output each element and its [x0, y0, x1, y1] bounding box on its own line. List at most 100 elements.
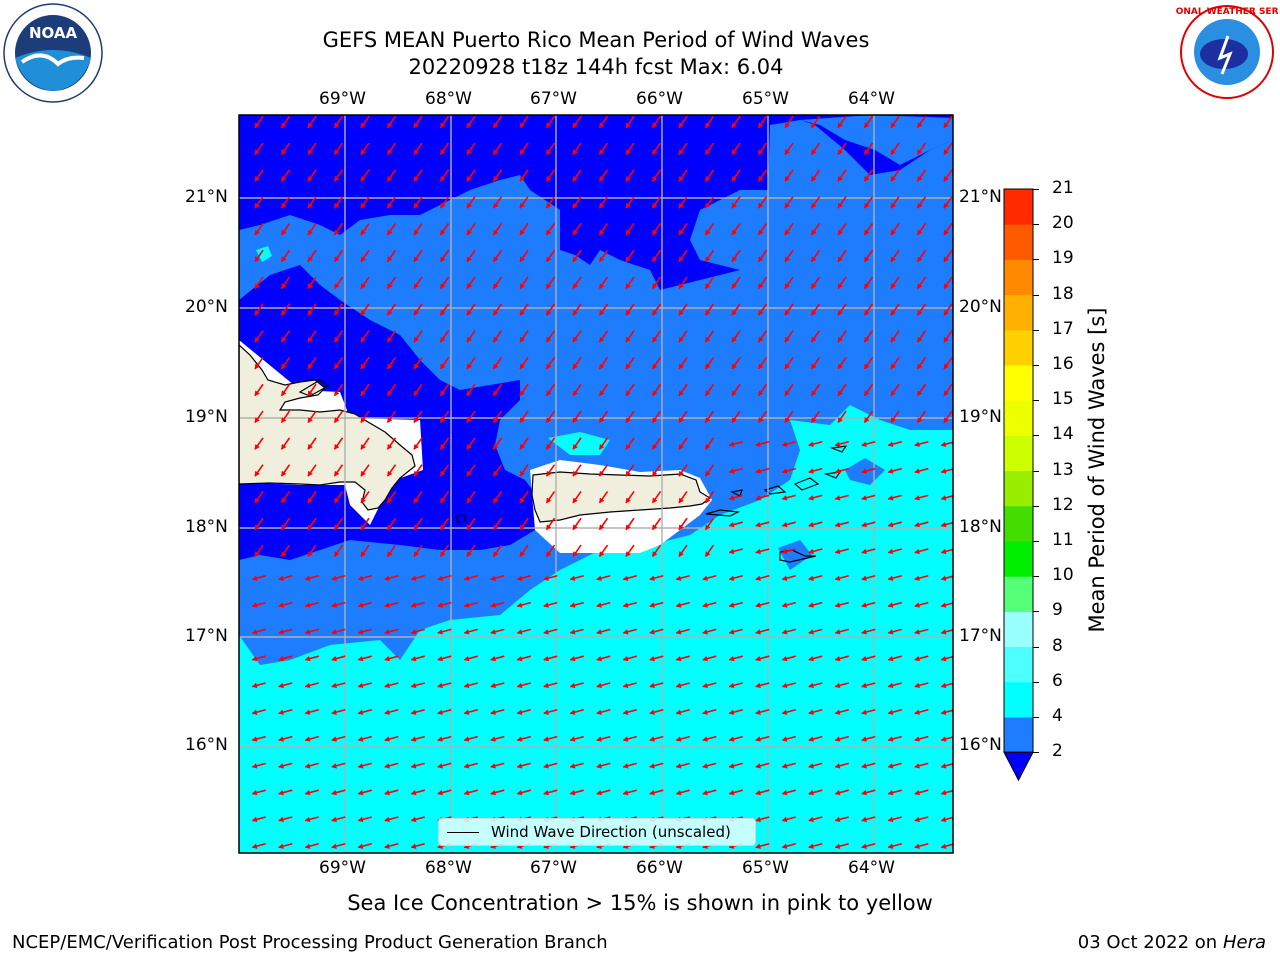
wind-wave-arrowhead	[519, 175, 525, 182]
wind-wave-arrowhead	[705, 497, 711, 504]
wind-wave-arrowhead	[731, 390, 737, 397]
wind-wave-arrowhead	[861, 441, 867, 447]
wind-wave-arrowhead	[784, 417, 790, 423]
wind-wave-arrowhead	[360, 524, 366, 531]
wind-wave-arrowhead	[731, 256, 737, 263]
wind-wave-arrowhead	[493, 336, 499, 343]
lon-label-top: 66°W	[636, 89, 683, 109]
wind-wave-arrowhead	[543, 655, 549, 662]
wind-wave-arrowhead	[622, 709, 629, 715]
wind-wave-arrowhead	[360, 122, 366, 129]
wind-wave-arrowhead	[440, 497, 446, 504]
wind-wave-arrowhead	[410, 575, 417, 581]
wind-wave-arrowhead	[334, 524, 340, 531]
wind-wave-arrowhead	[705, 443, 711, 450]
wind-wave-arrowhead	[943, 256, 949, 263]
wind-wave-arrowhead	[811, 256, 817, 263]
wind-wave-arrowhead	[251, 789, 258, 796]
wind-wave-arrowhead	[543, 682, 549, 689]
wind-wave-arrowhead	[625, 497, 631, 504]
wind-wave-arrowhead	[357, 736, 364, 742]
wind-wave-arrowhead	[861, 602, 867, 608]
wind-wave-arrowhead	[705, 229, 711, 236]
wind-wave-arrowhead	[490, 682, 496, 689]
wind-wave-arrowhead	[917, 309, 923, 316]
wind-wave-arrowhead	[811, 390, 817, 397]
wind-wave-arrowhead	[278, 575, 284, 581]
lon-label-bottom: 67°W	[530, 858, 577, 878]
wave-period-below2-region	[239, 115, 953, 290]
wind-wave-arrowhead	[572, 202, 578, 209]
wind-wave-arrowhead	[490, 709, 496, 715]
wind-wave-arrowhead	[755, 602, 761, 608]
wind-wave-arrowhead	[781, 548, 788, 555]
wind-wave-arrowhead	[887, 655, 894, 662]
wind-wave-arrowhead	[943, 229, 949, 236]
wind-wave-arrowhead	[914, 789, 920, 796]
wind-wave-arrowhead	[307, 202, 313, 209]
wind-wave-arrowhead	[519, 363, 525, 370]
wind-wave-arrowhead	[890, 175, 896, 182]
wind-wave-arrowhead	[728, 441, 735, 447]
wind-wave-arrowhead	[599, 524, 605, 531]
wind-wave-arrowhead	[943, 417, 949, 423]
wind-wave-arrowhead	[702, 763, 708, 769]
wind-wave-arrowhead	[387, 363, 393, 370]
wind-wave-arrowhead	[625, 283, 631, 289]
wind-wave-arrowhead	[914, 763, 920, 769]
wind-wave-arrowhead	[834, 521, 841, 528]
wind-wave-arrowhead	[917, 122, 923, 129]
wind-wave-arrowhead	[410, 816, 417, 823]
wind-wave-arrowhead	[731, 336, 737, 343]
wind-wave-arrowhead	[731, 149, 737, 155]
wind-wave-arrowhead	[705, 122, 711, 129]
wind-wave-arrowhead	[834, 655, 841, 662]
wind-wave-arrowhead	[599, 443, 605, 450]
wind-wave-arrowhead	[572, 417, 578, 423]
colorbar-tick	[1033, 681, 1039, 683]
wind-wave-arrowhead	[569, 682, 576, 689]
wind-wave-arrowhead	[599, 309, 605, 316]
wind-wave-arrowhead	[572, 551, 578, 557]
wind-wave-arrowhead	[887, 521, 894, 528]
wind-wave-arrowhead	[781, 763, 788, 769]
wind-wave-arrowhead	[652, 229, 658, 236]
wind-wave-arrowhead	[440, 551, 446, 557]
wind-wave-arrowhead	[254, 309, 260, 316]
wind-wave-arrowhead	[784, 229, 790, 236]
colorbar	[1003, 188, 1034, 782]
wind-wave-arrowhead	[254, 497, 260, 504]
wind-wave-arrowhead	[493, 229, 499, 236]
wind-wave-arrowhead	[251, 655, 258, 662]
wind-wave-arrowhead	[543, 629, 549, 635]
wind-wave-arrowhead	[837, 229, 843, 236]
wind-wave-arrowhead	[387, 122, 393, 129]
wind-wave-arrowhead	[572, 336, 578, 343]
wind-wave-arrowhead	[463, 789, 470, 796]
wind-wave-arrowhead	[808, 521, 814, 528]
wind-wave-arrowhead	[890, 283, 896, 289]
wind-wave-arrowhead	[705, 363, 711, 370]
wind-wave-arrowhead	[254, 336, 260, 343]
wind-wave-arrowhead	[278, 763, 284, 769]
wind-wave-arrowhead	[516, 763, 523, 769]
wind-wave-arrowhead	[437, 709, 443, 715]
lat-label-left: 17°N	[185, 626, 228, 646]
wind-wave-arrowhead	[808, 843, 814, 849]
lat-label-left: 18°N	[185, 517, 228, 537]
wind-wave-arrowhead	[493, 470, 499, 477]
wind-wave-arrowhead	[357, 709, 364, 715]
wind-wave-arrowhead	[281, 283, 287, 289]
wind-wave-arrowhead	[307, 309, 313, 316]
wind-wave-arrowhead	[440, 202, 446, 209]
wind-wave-arrowhead	[466, 443, 472, 450]
wind-wave-arrowhead	[890, 256, 896, 263]
wind-wave-arrowhead	[808, 575, 814, 581]
wind-wave-arrowhead	[940, 521, 947, 528]
wind-wave-arrowhead	[887, 736, 894, 742]
wind-wave-arrowhead	[861, 789, 867, 796]
wind-wave-arrowhead	[755, 468, 761, 474]
wind-wave-arrowhead	[811, 149, 817, 155]
colorbar-level-label: 17	[1052, 318, 1074, 339]
colorbar-level-label: 11	[1052, 530, 1074, 550]
